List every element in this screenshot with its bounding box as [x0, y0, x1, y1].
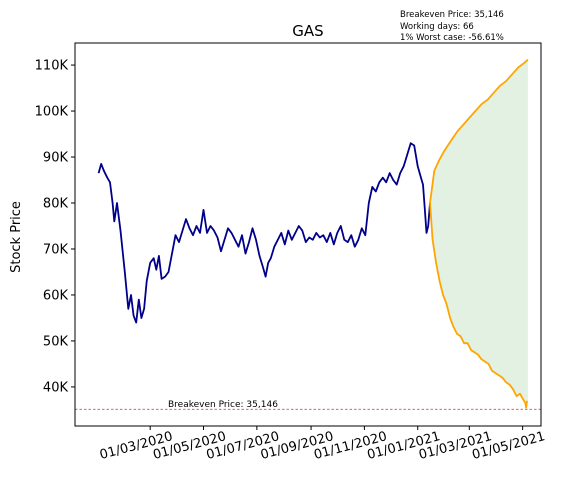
breakeven-label: Breakeven Price: 35,146 — [168, 400, 278, 410]
y-axis-label: Stock Price — [9, 201, 24, 273]
chart-title: GAS — [292, 22, 323, 40]
info-line-working-days: Working days: 66 — [400, 22, 474, 32]
info-box: Breakeven Price: 35,146 Working days: 66… — [400, 10, 504, 43]
y-tick-label: 100K — [35, 105, 69, 120]
y-tick-label: 110K — [35, 59, 69, 74]
y-tick-label: 50K — [43, 334, 69, 349]
series-line-projection-upper — [429, 58, 529, 204]
series-layer — [97, 58, 529, 409]
x-axis: 01/03/202001/05/202001/07/202001/09/2020… — [98, 426, 547, 463]
y-tick-label: 90K — [43, 151, 69, 166]
y-tick-label: 40K — [43, 380, 69, 395]
projection-band-area — [430, 59, 528, 408]
info-line-worst-case: 1% Worst case: -56.61% — [400, 33, 504, 43]
y-tick-label: 60K — [43, 288, 69, 303]
y-tick-label: 70K — [43, 242, 69, 257]
projection-band — [430, 59, 528, 408]
series-line-projection-lower — [429, 202, 528, 409]
plot-frame — [74, 42, 542, 427]
y-axis: 40K 50K 60K 70K 80K 90K 100K 110K — [35, 59, 75, 395]
y-tick-label: 80K — [43, 197, 69, 212]
info-line-breakeven: Breakeven Price: 35,146 — [400, 10, 504, 20]
series-line-history — [97, 142, 431, 324]
